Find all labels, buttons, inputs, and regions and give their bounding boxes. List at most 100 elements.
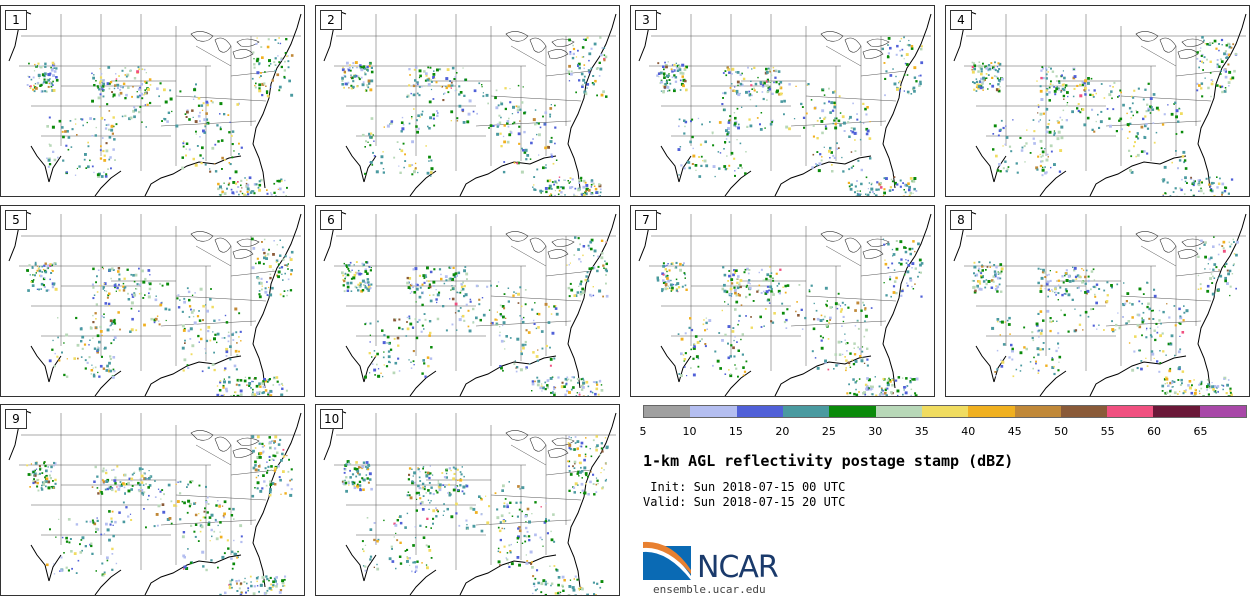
reflectivity-cell xyxy=(1184,180,1187,183)
reflectivity-cell xyxy=(759,81,762,84)
reflectivity-cell xyxy=(831,164,833,166)
reflectivity-cell xyxy=(525,329,528,332)
reflectivity-cell xyxy=(1221,90,1224,94)
reflectivity-cell xyxy=(202,319,204,322)
reflectivity-cell xyxy=(1103,329,1105,331)
reflectivity-cell xyxy=(254,460,257,464)
reflectivity-cell xyxy=(984,79,986,81)
reflectivity-cell xyxy=(118,94,121,97)
reflectivity-cell xyxy=(427,83,431,86)
reflectivity-cell xyxy=(1032,137,1035,140)
reflectivity-cell xyxy=(107,66,111,69)
reflectivity-cell xyxy=(1130,171,1134,174)
reflectivity-cell xyxy=(589,390,592,393)
reflectivity-cell xyxy=(1092,268,1095,271)
reflectivity-cell xyxy=(994,371,997,373)
reflectivity-cell xyxy=(1180,378,1183,382)
reflectivity-cell xyxy=(150,317,153,321)
reflectivity-cell xyxy=(739,73,742,76)
reflectivity-cell xyxy=(412,93,416,97)
reflectivity-cell xyxy=(369,322,372,325)
state-border xyxy=(490,295,582,302)
reflectivity-cell xyxy=(572,52,575,56)
reflectivity-cell xyxy=(91,519,94,522)
reflectivity-cell xyxy=(893,82,897,86)
reflectivity-cell xyxy=(214,518,217,521)
reflectivity-cell xyxy=(418,295,422,299)
reflectivity-cell xyxy=(845,359,848,362)
reflectivity-cell xyxy=(89,339,91,341)
reflectivity-cell xyxy=(893,269,896,271)
reflectivity-cell xyxy=(1079,314,1082,317)
reflectivity-cell xyxy=(482,92,484,94)
reflectivity-cell xyxy=(1179,322,1182,325)
reflectivity-cell xyxy=(361,262,364,265)
reflectivity-cell xyxy=(101,562,104,565)
reflectivity-cell xyxy=(425,72,428,75)
reflectivity-cell xyxy=(124,493,126,495)
reflectivity-cell xyxy=(1087,82,1090,85)
reflectivity-cell xyxy=(255,476,258,479)
reflectivity-cell xyxy=(139,487,142,490)
reflectivity-cell xyxy=(358,286,361,289)
reflectivity-cell xyxy=(374,355,377,357)
reflectivity-cell xyxy=(899,49,901,52)
reflectivity-cell xyxy=(456,117,459,120)
reflectivity-cell xyxy=(137,66,140,69)
reflectivity-cell xyxy=(111,91,113,93)
reflectivity-cell xyxy=(863,335,866,338)
reflectivity-cell xyxy=(278,187,282,191)
reflectivity-cell xyxy=(901,48,904,51)
reflectivity-cell xyxy=(660,79,663,82)
reflectivity-cell xyxy=(1051,357,1053,359)
reflectivity-cell xyxy=(885,387,887,390)
reflectivity-cell xyxy=(706,328,708,330)
reflectivity-cell xyxy=(1091,128,1094,131)
reflectivity-cell xyxy=(1041,348,1044,351)
reflectivity-cell xyxy=(1063,313,1066,317)
reflectivity-cell xyxy=(1019,370,1022,372)
reflectivity-cell xyxy=(392,371,396,375)
reflectivity-cell xyxy=(684,352,687,355)
reflectivity-cell xyxy=(1198,84,1201,87)
reflectivity-cell xyxy=(1006,319,1009,322)
reflectivity-cell xyxy=(692,154,696,158)
reflectivity-cell xyxy=(31,284,35,287)
reflectivity-cell xyxy=(737,278,739,280)
reflectivity-cell xyxy=(112,368,115,371)
reflectivity-cell xyxy=(1188,380,1192,383)
reflectivity-cell xyxy=(1180,112,1183,115)
reflectivity-cell xyxy=(460,289,463,292)
reflectivity-cell xyxy=(380,372,382,374)
reflectivity-cell xyxy=(147,486,150,489)
reflectivity-cell xyxy=(247,193,250,196)
reflectivity-cell xyxy=(1208,43,1212,46)
reflectivity-cell xyxy=(91,165,94,168)
reflectivity-cell xyxy=(55,67,58,70)
reflectivity-cell xyxy=(47,480,51,484)
reflectivity-cell xyxy=(530,561,533,564)
reflectivity-cell xyxy=(261,381,265,385)
reflectivity-cell xyxy=(798,284,801,286)
reflectivity-cell xyxy=(1133,89,1136,92)
reflectivity-cell xyxy=(153,321,156,324)
reflectivity-cell xyxy=(454,272,458,275)
reflectivity-cell xyxy=(1062,94,1066,98)
reflectivity-cell xyxy=(1198,383,1201,386)
reflectivity-cell xyxy=(53,573,56,575)
reflectivity-cell xyxy=(1067,275,1071,278)
reflectivity-cell xyxy=(43,481,46,484)
reflectivity-cell xyxy=(227,331,230,334)
reflectivity-cell xyxy=(34,63,36,66)
reflectivity-cell xyxy=(1040,76,1043,80)
reflectivity-cell xyxy=(583,64,586,66)
reflectivity-cell xyxy=(1054,93,1057,96)
reflectivity-cell xyxy=(1090,270,1094,273)
reflectivity-cell xyxy=(847,306,850,309)
reflectivity-cell xyxy=(869,157,872,160)
reflectivity-cell xyxy=(845,369,847,372)
reflectivity-cell xyxy=(552,390,554,393)
reflectivity-cell xyxy=(221,505,224,507)
reflectivity-cell xyxy=(1007,323,1011,326)
reflectivity-cell xyxy=(759,315,762,319)
